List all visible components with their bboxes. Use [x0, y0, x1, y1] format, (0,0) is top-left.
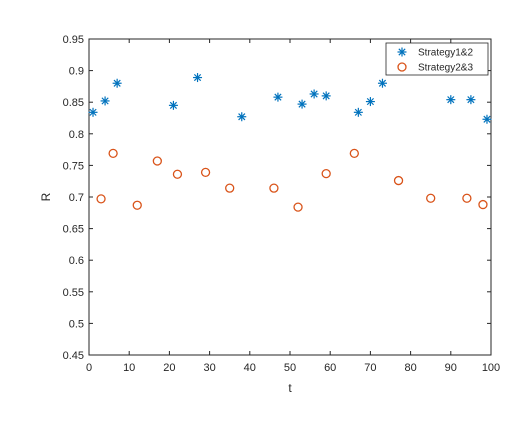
x-tick-label: 30: [203, 362, 215, 374]
data-point-series-1: [297, 99, 307, 109]
legend-box: [385, 42, 489, 76]
data-point-series-1: [100, 96, 110, 106]
x-tick-label: 0: [86, 362, 92, 374]
data-point-series-1: [321, 91, 331, 101]
x-tick-label: 80: [404, 362, 416, 374]
data-point-series-2: [293, 202, 303, 212]
data-points: [88, 73, 492, 212]
x-tick-label: 40: [244, 362, 256, 374]
x-tick-label: 10: [123, 362, 135, 374]
y-tick-label: 0.9: [69, 66, 84, 78]
y-tick-label: 0.8: [69, 129, 84, 141]
data-point-series-1: [112, 78, 122, 88]
data-point-series-2: [96, 194, 106, 204]
y-tick-label: 0.95: [63, 34, 84, 46]
data-point-series-1: [273, 92, 283, 102]
axis-ticks: 0 10 20 30 40 50 60 70 80 90 100 0.45 0.5 0.55 0.6 0.65…: [63, 34, 501, 374]
data-point-series-1: [168, 100, 178, 110]
data-point-series-2: [426, 193, 436, 203]
x-tick-label: 50: [284, 362, 296, 374]
data-point-series-2: [152, 156, 162, 166]
data-point-series-1: [377, 78, 387, 88]
data-point-series-2: [269, 183, 279, 193]
y-tick-label: 0.65: [63, 224, 84, 236]
data-point-series-1: [446, 95, 456, 105]
data-point-series-2: [108, 148, 118, 159]
data-point-series-2: [225, 183, 235, 193]
y-axis-label: R: [39, 192, 53, 201]
data-point-series-1: [309, 89, 319, 99]
x-tick-label: 100: [482, 362, 500, 374]
x-tick-label: 70: [364, 362, 376, 374]
y-tick-label: 0.6: [69, 255, 84, 267]
plot-area: [88, 38, 492, 356]
legend-label-strategy2-3: Strategy2&3: [418, 63, 473, 74]
legend-marker-strategy2-3: [397, 62, 407, 72]
data-point-series-1: [365, 97, 375, 107]
legend-label-strategy1-2: Strategy1&2: [418, 48, 473, 59]
data-point-series-1: [193, 73, 203, 83]
y-tick-label: 0.7: [69, 192, 84, 204]
data-point-series-2: [132, 200, 142, 210]
data-point-series-2: [462, 193, 472, 203]
y-tick-label: 0.55: [63, 287, 84, 299]
data-point-series-2: [172, 169, 183, 179]
x-axis-label: t: [288, 381, 292, 395]
legend-marker-strategy1-2: [397, 47, 407, 57]
data-point-series-2: [349, 148, 359, 159]
data-point-series-1: [466, 95, 476, 105]
data-point-series-1: [88, 107, 98, 117]
legend-asterisk-marker: [397, 47, 407, 57]
y-tick-label: 0.5: [69, 318, 84, 330]
x-tick-label: 20: [163, 362, 175, 374]
data-point-series-2: [478, 199, 488, 210]
legend-circle-marker: [397, 62, 407, 72]
y-tick-label: 0.75: [63, 160, 84, 172]
data-point-series-2: [321, 168, 331, 179]
data-point-series-1: [482, 114, 492, 124]
data-point-series-2: [393, 175, 404, 186]
data-point-series-1: [237, 112, 247, 122]
data-point-series-2: [200, 167, 211, 178]
y-tick-label: 0.85: [63, 97, 84, 109]
y-tick-label: 0.45: [63, 350, 84, 362]
data-point-series-1: [353, 107, 363, 117]
x-tick-label: 60: [324, 362, 336, 374]
legend: Strategy1&2 Strategy2&3: [385, 42, 489, 76]
x-tick-label: 90: [445, 362, 457, 374]
